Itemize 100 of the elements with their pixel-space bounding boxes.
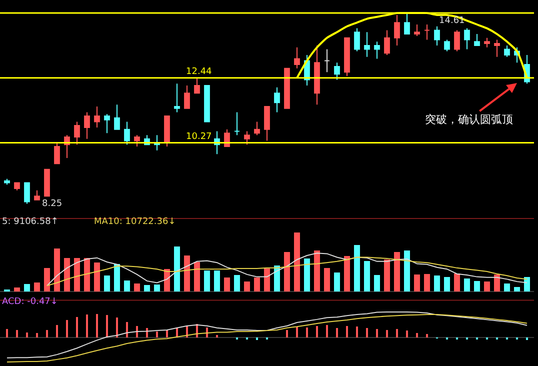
bar [14,287,20,292]
candlestick [24,182,30,204]
candlestick [474,34,480,46]
bar [234,275,240,292]
bar [224,277,230,292]
bar [444,276,450,292]
candlestick [264,106,270,142]
candlestick [314,44,320,106]
bar [364,260,370,292]
bar [284,252,290,292]
candlestick [44,168,50,197]
bar [244,282,250,292]
bar [84,258,90,292]
candlestick [464,28,470,50]
text: MA10: 10722.36↓ [94,217,176,227]
bar [404,250,410,292]
candlestick [354,28,360,52]
annotation: 10.27 [186,132,212,142]
candlestick [234,112,240,136]
bar [304,258,310,292]
candlestick [334,62,340,80]
candlestick [244,130,250,146]
bar [104,276,110,292]
bar [174,246,180,292]
annotation: 突破，确认圆弧顶 [425,113,513,126]
candlestick [384,30,390,56]
candlestick [394,14,400,46]
candlestick [84,112,90,140]
candlestick [74,121,80,146]
candlestick [124,121,130,146]
bar [474,280,480,292]
candlestick [414,24,420,36]
text: 5: 9106.58↑ [2,217,58,227]
candlestick [174,83,180,113]
bar [44,268,50,292]
candlestick [364,32,370,58]
bar [24,284,30,292]
bar [484,282,490,292]
candlestick [224,128,230,148]
candlestick [434,26,440,46]
text: ACD: -0.47↓ [2,297,58,307]
candlestick [424,24,430,40]
bar [514,286,520,292]
bar [194,262,200,292]
bar [254,277,260,292]
candlestick [444,39,450,52]
bar [134,283,140,292]
candlestick [184,85,190,109]
bar [414,274,420,292]
bar [394,252,400,292]
candlestick [114,104,120,130]
annotation: 12.44 [186,67,212,77]
candlestick [374,41,380,60]
bar [264,268,270,292]
candlestick [484,37,490,48]
bar [154,284,160,292]
annotation: 14.61 [439,16,465,26]
bar [294,232,300,292]
bar [344,256,350,292]
bar [374,275,380,292]
candlestick [94,106,100,128]
bar [144,285,150,292]
bar [54,248,60,292]
candlestick [254,121,260,136]
candlestick [454,30,460,52]
candlestick [284,68,290,109]
bar [334,272,340,292]
candlestick [404,12,410,35]
bar [114,264,120,292]
candlestick [34,190,40,200]
bar [354,244,360,292]
candlestick [204,85,210,122]
bar [184,255,190,292]
candlestick [344,37,350,76]
bar [464,278,470,292]
candlestick [104,114,110,134]
bar [34,282,40,292]
bar [74,258,80,292]
bar [324,268,330,292]
candlestick [194,77,200,94]
candlestick [134,134,140,148]
candlestick [324,48,330,73]
annotation: 8.25 [42,199,62,209]
bar [434,276,440,292]
bar [214,270,220,292]
candlestick [274,86,280,113]
bar [384,260,390,292]
bar [314,250,320,292]
bar [504,283,510,292]
bar [94,262,100,292]
candlestick [294,46,300,69]
bar [454,273,460,292]
bar [204,270,210,292]
candlestick [164,116,170,148]
bar [494,274,500,292]
candlestick [14,182,20,191]
candlestick [494,39,500,58]
bar [424,274,430,292]
bar [124,280,130,292]
candlestick [54,142,60,164]
